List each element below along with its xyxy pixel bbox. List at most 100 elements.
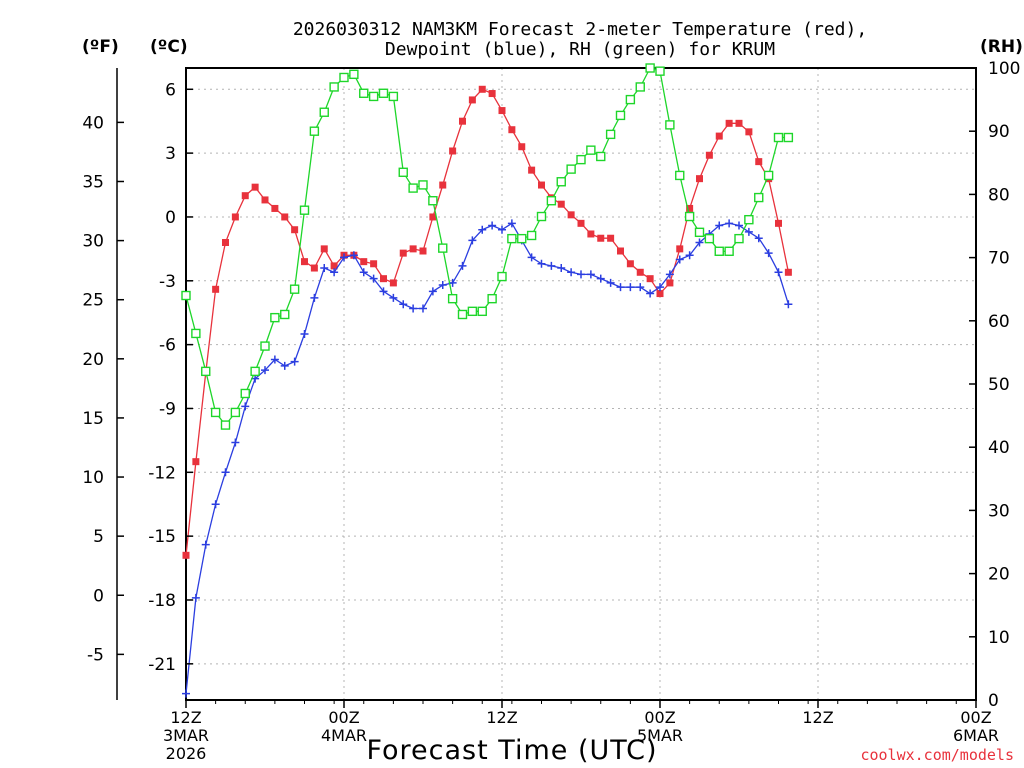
data-point	[309, 126, 320, 136]
data-point	[359, 268, 368, 277]
data-point	[319, 107, 329, 117]
data-point	[389, 293, 398, 302]
data-point	[370, 260, 378, 268]
data-point	[507, 233, 517, 244]
data-point	[694, 227, 705, 238]
data-point	[447, 293, 458, 304]
data-point	[231, 438, 240, 447]
data-point	[547, 261, 556, 270]
series-rh	[181, 63, 794, 430]
data-point	[626, 283, 635, 292]
data-point	[626, 260, 634, 268]
data-point	[240, 388, 250, 399]
data-point	[359, 88, 369, 98]
fahrenheit-tick-label: 40	[82, 113, 104, 133]
chart-title-line-1: 2026030312 NAM3KM Forecast 2-meter Tempe…	[293, 19, 867, 40]
data-point	[251, 183, 259, 191]
data-point	[220, 420, 231, 430]
data-point	[409, 304, 418, 313]
data-point	[625, 94, 636, 105]
data-point	[211, 500, 220, 509]
data-point	[773, 132, 784, 143]
rh-tick-label: 80	[988, 185, 1010, 205]
rh-tick-label: 100	[988, 59, 1020, 79]
data-point	[744, 214, 754, 225]
fahrenheit-tick-label: 15	[82, 409, 104, 429]
data-point	[617, 247, 624, 255]
data-point	[557, 200, 565, 208]
data-point	[546, 196, 557, 206]
celsius-tick-label: 6	[165, 80, 176, 100]
data-point	[567, 211, 575, 219]
data-point	[212, 285, 220, 293]
data-point	[409, 245, 417, 253]
data-point	[310, 264, 318, 272]
rh-tick-label: 0	[988, 691, 999, 711]
data-point	[715, 221, 724, 230]
data-point	[438, 281, 447, 290]
chart-title-line-2: Dewpoint (blue), RH (green) for KRUM	[385, 39, 775, 60]
data-point	[684, 211, 695, 222]
data-point	[764, 249, 773, 258]
fahrenheit-tick-label: -5	[87, 645, 104, 665]
celsius-tick-label: 0	[165, 208, 176, 228]
celsius-tick-label: -9	[159, 399, 176, 419]
series-line	[185, 67, 789, 427]
data-point	[301, 258, 308, 266]
data-point	[665, 120, 675, 130]
data-point	[339, 72, 349, 83]
data-point	[408, 183, 418, 193]
data-point	[320, 264, 329, 273]
data-point	[182, 551, 190, 559]
series-dewpoint	[182, 219, 793, 698]
data-point	[605, 129, 616, 140]
data-point	[498, 107, 506, 115]
data-point	[586, 145, 596, 155]
data-point	[586, 270, 595, 279]
data-point	[616, 283, 625, 292]
celsius-tick-label: -12	[148, 463, 176, 483]
data-point	[477, 306, 487, 317]
data-point	[261, 196, 269, 204]
data-point	[299, 205, 310, 215]
data-point	[615, 110, 626, 121]
x-axis-title: Forecast Time (UTC)	[366, 735, 657, 766]
data-point	[289, 284, 300, 294]
data-point	[527, 253, 536, 262]
rh-tick-label: 40	[988, 438, 1010, 458]
rh-tick-label: 30	[988, 501, 1010, 521]
celsius-tick-label: -3	[159, 272, 176, 292]
data-point	[399, 249, 407, 257]
data-point	[724, 246, 734, 256]
data-point	[754, 234, 763, 243]
data-point	[784, 268, 792, 276]
data-point	[329, 82, 339, 92]
data-point	[192, 458, 200, 466]
data-point	[399, 300, 408, 309]
data-point	[280, 309, 290, 320]
data-point	[607, 234, 615, 242]
data-point	[290, 357, 299, 366]
data-point	[379, 287, 388, 296]
rh-tick-label: 20	[988, 565, 1010, 585]
rh-tick-label: 90	[988, 122, 1010, 142]
data-point	[467, 306, 478, 317]
data-point	[596, 274, 605, 283]
data-point	[675, 170, 685, 181]
data-point	[646, 289, 655, 298]
data-point	[636, 268, 644, 276]
data-point	[487, 293, 497, 304]
data-point	[389, 279, 397, 287]
x-tick-label-date: 6MAR	[953, 726, 999, 745]
data-point	[349, 69, 359, 80]
data-point	[606, 278, 615, 287]
data-point	[231, 213, 239, 221]
data-point	[507, 219, 516, 228]
x-tick-label-date: 4MAR	[321, 726, 367, 745]
data-point	[528, 166, 536, 174]
data-point	[784, 300, 793, 309]
data-point	[656, 283, 664, 292]
data-point	[280, 361, 289, 370]
data-point	[478, 225, 487, 234]
